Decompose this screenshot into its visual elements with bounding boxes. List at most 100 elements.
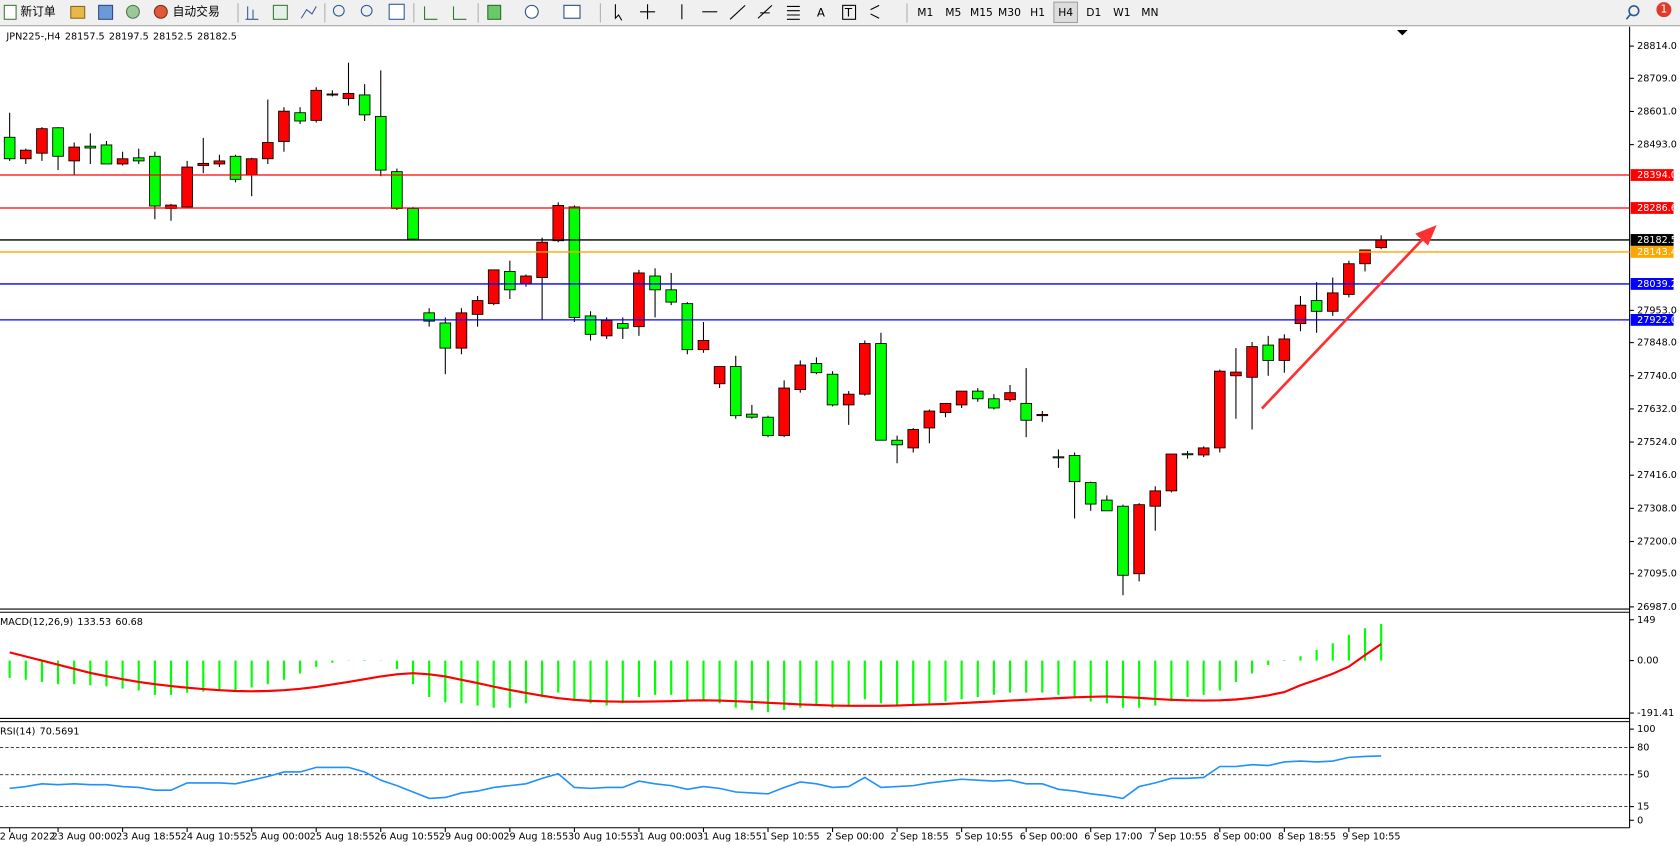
x-tick-label: 29 Aug 00:00 <box>439 831 504 842</box>
indicator-title: MACD(12,26,9) 133.53 60.68 <box>0 617 143 628</box>
macd-bar <box>1121 660 1125 708</box>
bar-chart-icon[interactable] <box>245 6 259 20</box>
y-tick-label: 27953.0 <box>1637 305 1677 316</box>
candle-body <box>1133 504 1145 575</box>
timeframe-button[interactable]: W1 <box>1113 6 1130 19</box>
search-icon-handle <box>1625 13 1632 20</box>
x-tick-label: 8 Sep 18:55 <box>1278 831 1336 842</box>
channel-icon[interactable] <box>757 4 773 19</box>
y-tick-label: 28493.0 <box>1637 140 1677 151</box>
macd-bar <box>524 660 528 704</box>
y-tick-label: 26987.0 <box>1637 602 1677 613</box>
candle-body <box>1197 447 1210 456</box>
new-order-button[interactable]: 新订单 <box>3 4 56 20</box>
macd-bar <box>1202 660 1205 695</box>
scroll-icon[interactable] <box>424 6 438 20</box>
macd-bar <box>686 660 689 702</box>
auto-trading-button[interactable]: 自动交易 <box>153 4 220 19</box>
macd-bar <box>863 660 866 700</box>
level-tag <box>1630 278 1674 290</box>
candle-body <box>342 92 355 100</box>
x-tick-label: 2 Sep 18:55 <box>891 831 949 842</box>
candle-body <box>1278 338 1291 361</box>
search-icon[interactable] <box>1628 5 1640 17</box>
fibo-icon[interactable] <box>786 5 800 20</box>
timeframe-button[interactable]: M1 <box>917 6 933 19</box>
candle-body <box>665 289 677 303</box>
candle-body <box>729 366 742 417</box>
icon[interactable] <box>98 4 114 20</box>
candle-body <box>1068 455 1081 483</box>
candle-body <box>697 340 710 351</box>
tile-icon[interactable] <box>388 3 405 20</box>
candle-body <box>1262 344 1274 361</box>
timeframe-button[interactable]: M30 <box>998 6 1021 19</box>
zoom-out-icon[interactable] <box>360 4 373 17</box>
macd-bar <box>299 660 302 674</box>
macd-bar <box>1234 660 1238 682</box>
label-tool-frame <box>842 4 857 20</box>
candle-body <box>746 413 758 418</box>
level-tag <box>1630 202 1674 214</box>
y-tick-label: -191.41 <box>1637 708 1674 719</box>
icon[interactable] <box>70 5 86 19</box>
candle-body <box>1343 263 1355 295</box>
cursor-icon[interactable] <box>614 4 623 21</box>
level-label: 28039.2 <box>1637 279 1677 290</box>
y-tick-label: 28601.0 <box>1637 106 1677 117</box>
arrows-icon[interactable] <box>870 4 880 19</box>
y-tick-label: 27524.0 <box>1637 437 1677 448</box>
x-tick-label: 26 Aug 10:55 <box>374 831 439 842</box>
candle-body <box>1375 239 1387 249</box>
level-tag <box>1630 246 1674 258</box>
candle-body <box>826 373 839 406</box>
timeframe-button[interactable]: H1 <box>1030 6 1045 19</box>
macd-bar <box>1380 623 1383 661</box>
macd-bar <box>1170 660 1173 702</box>
candle-icon[interactable] <box>272 4 288 20</box>
candle-body <box>407 208 419 240</box>
template-icon[interactable] <box>563 4 581 19</box>
timeframe-button[interactable]: MN <box>1141 6 1158 19</box>
shift-icon[interactable] <box>452 6 467 20</box>
arrow-shaft <box>1260 237 1425 410</box>
candle-body <box>1004 392 1016 401</box>
timeframe-button[interactable]: D1 <box>1086 6 1101 19</box>
candle-body <box>1246 346 1258 378</box>
macd-bar <box>734 660 737 708</box>
timeframe-button[interactable]: H4 <box>1058 6 1073 19</box>
candle-body <box>681 303 694 351</box>
period-icon[interactable] <box>524 4 539 19</box>
candle-body <box>939 402 952 414</box>
y-tick-label: 28709.0 <box>1637 73 1677 84</box>
macd-bar <box>976 660 979 698</box>
icon[interactable] <box>125 4 140 19</box>
macd-bar <box>1347 634 1350 661</box>
line-chart-icon[interactable] <box>300 6 317 19</box>
zoom-in-icon[interactable] <box>332 4 345 17</box>
x-tick-label: 23 Aug 00:00 <box>52 831 117 842</box>
plots: 28814.0 28709.0 28601.0 28493.0 27953.0 27848… <box>0 31 1677 842</box>
label-tool[interactable]: T <box>844 5 853 19</box>
arrow-head <box>1415 225 1437 246</box>
macd-bar <box>766 660 770 713</box>
candle-body <box>149 155 161 207</box>
macd-bar <box>605 660 608 706</box>
candle-body <box>584 315 597 335</box>
notification-badge[interactable] <box>1656 2 1672 18</box>
x-tick-label: 8 Sep 00:00 <box>1213 831 1271 842</box>
trendline-icon[interactable] <box>729 4 746 20</box>
macd-bar <box>621 660 624 704</box>
timeframe-button[interactable]: M5 <box>945 6 961 19</box>
candle-body <box>713 366 726 385</box>
crosshair-icon[interactable] <box>640 4 656 20</box>
macd-bar <box>1025 660 1028 693</box>
indicators-icon[interactable] <box>487 4 502 20</box>
macd-bar <box>56 660 60 685</box>
icon <box>3 4 17 20</box>
candle-body <box>1214 370 1226 449</box>
timeframe-button[interactable]: M15 <box>970 6 993 19</box>
text-tool[interactable]: A <box>817 5 825 19</box>
candle-body <box>504 270 516 291</box>
macd-bar <box>1105 660 1108 704</box>
